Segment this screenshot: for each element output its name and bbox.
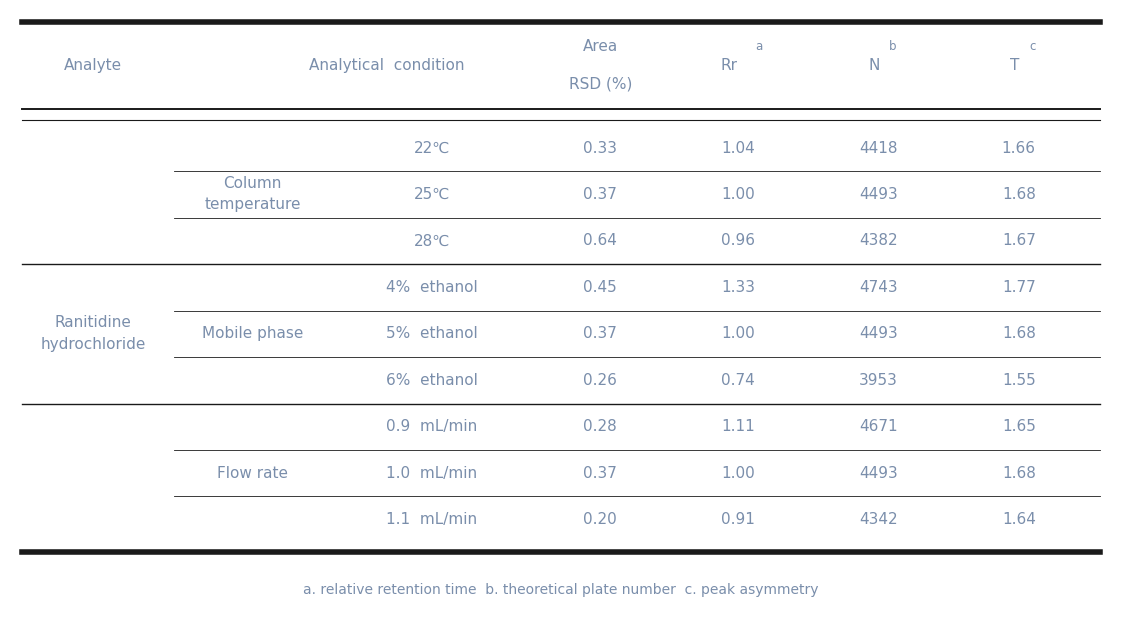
Text: 1.77: 1.77 (1002, 280, 1036, 295)
Text: 4493: 4493 (859, 466, 898, 480)
Text: Mobile phase: Mobile phase (202, 326, 303, 341)
Text: 4493: 4493 (859, 187, 898, 202)
Text: Flow rate: Flow rate (217, 466, 288, 480)
Text: 1.00: 1.00 (721, 466, 755, 480)
Text: N: N (868, 58, 880, 73)
Text: Ranitidine
hydrochloride: Ranitidine hydrochloride (40, 315, 146, 353)
Text: 1.00: 1.00 (721, 187, 755, 202)
Text: 4342: 4342 (859, 512, 898, 527)
Text: 28℃: 28℃ (414, 233, 450, 248)
Text: 6%  ethanol: 6% ethanol (386, 373, 478, 388)
Text: 1.04: 1.04 (721, 140, 755, 155)
Text: 4743: 4743 (859, 280, 898, 295)
Text: 0.37: 0.37 (583, 326, 617, 341)
Text: 4382: 4382 (859, 233, 898, 248)
Text: 4493: 4493 (859, 326, 898, 341)
Text: Analyte: Analyte (64, 58, 122, 73)
Text: Rr: Rr (720, 58, 738, 73)
Text: 1.00: 1.00 (721, 326, 755, 341)
Text: 0.45: 0.45 (583, 280, 617, 295)
Text: 1.65: 1.65 (1002, 419, 1036, 434)
Text: 1.0  mL/min: 1.0 mL/min (386, 466, 478, 480)
Text: 1.11: 1.11 (721, 419, 755, 434)
Text: 1.67: 1.67 (1002, 233, 1036, 248)
Text: 0.37: 0.37 (583, 187, 617, 202)
Text: 1.68: 1.68 (1002, 187, 1036, 202)
Text: 0.91: 0.91 (721, 512, 755, 527)
Text: 0.37: 0.37 (583, 466, 617, 480)
Text: 1.66: 1.66 (1002, 140, 1036, 155)
Text: 0.74: 0.74 (721, 373, 755, 388)
Text: 4%  ethanol: 4% ethanol (386, 280, 478, 295)
Text: 1.55: 1.55 (1002, 373, 1036, 388)
Text: Column
temperature: Column temperature (204, 177, 301, 213)
Text: 25℃: 25℃ (414, 187, 450, 202)
Text: 0.33: 0.33 (583, 140, 617, 155)
Text: 0.26: 0.26 (583, 373, 617, 388)
Text: 1.1  mL/min: 1.1 mL/min (386, 512, 478, 527)
Text: 22℃: 22℃ (414, 140, 450, 155)
Text: 4671: 4671 (859, 419, 898, 434)
Text: 1.68: 1.68 (1002, 466, 1036, 480)
Text: b: b (890, 41, 896, 53)
Text: 1.64: 1.64 (1002, 512, 1036, 527)
Text: a: a (755, 41, 762, 53)
Text: 3953: 3953 (859, 373, 898, 388)
Text: Analytical  condition: Analytical condition (310, 58, 465, 73)
Text: Area: Area (582, 39, 618, 54)
Text: 1.33: 1.33 (721, 280, 755, 295)
Text: 0.9  mL/min: 0.9 mL/min (386, 419, 478, 434)
Text: c: c (1029, 41, 1036, 53)
Text: 0.64: 0.64 (583, 233, 617, 248)
Text: 1.68: 1.68 (1002, 326, 1036, 341)
Text: T: T (1010, 58, 1019, 73)
Text: 0.20: 0.20 (583, 512, 617, 527)
Text: a. relative retention time  b. theoretical plate number  c. peak asymmetry: a. relative retention time b. theoretica… (303, 583, 819, 597)
Text: 4418: 4418 (859, 140, 898, 155)
Text: RSD (%): RSD (%) (569, 77, 632, 92)
Text: 5%  ethanol: 5% ethanol (386, 326, 478, 341)
Text: 0.28: 0.28 (583, 419, 617, 434)
Text: 0.96: 0.96 (721, 233, 755, 248)
